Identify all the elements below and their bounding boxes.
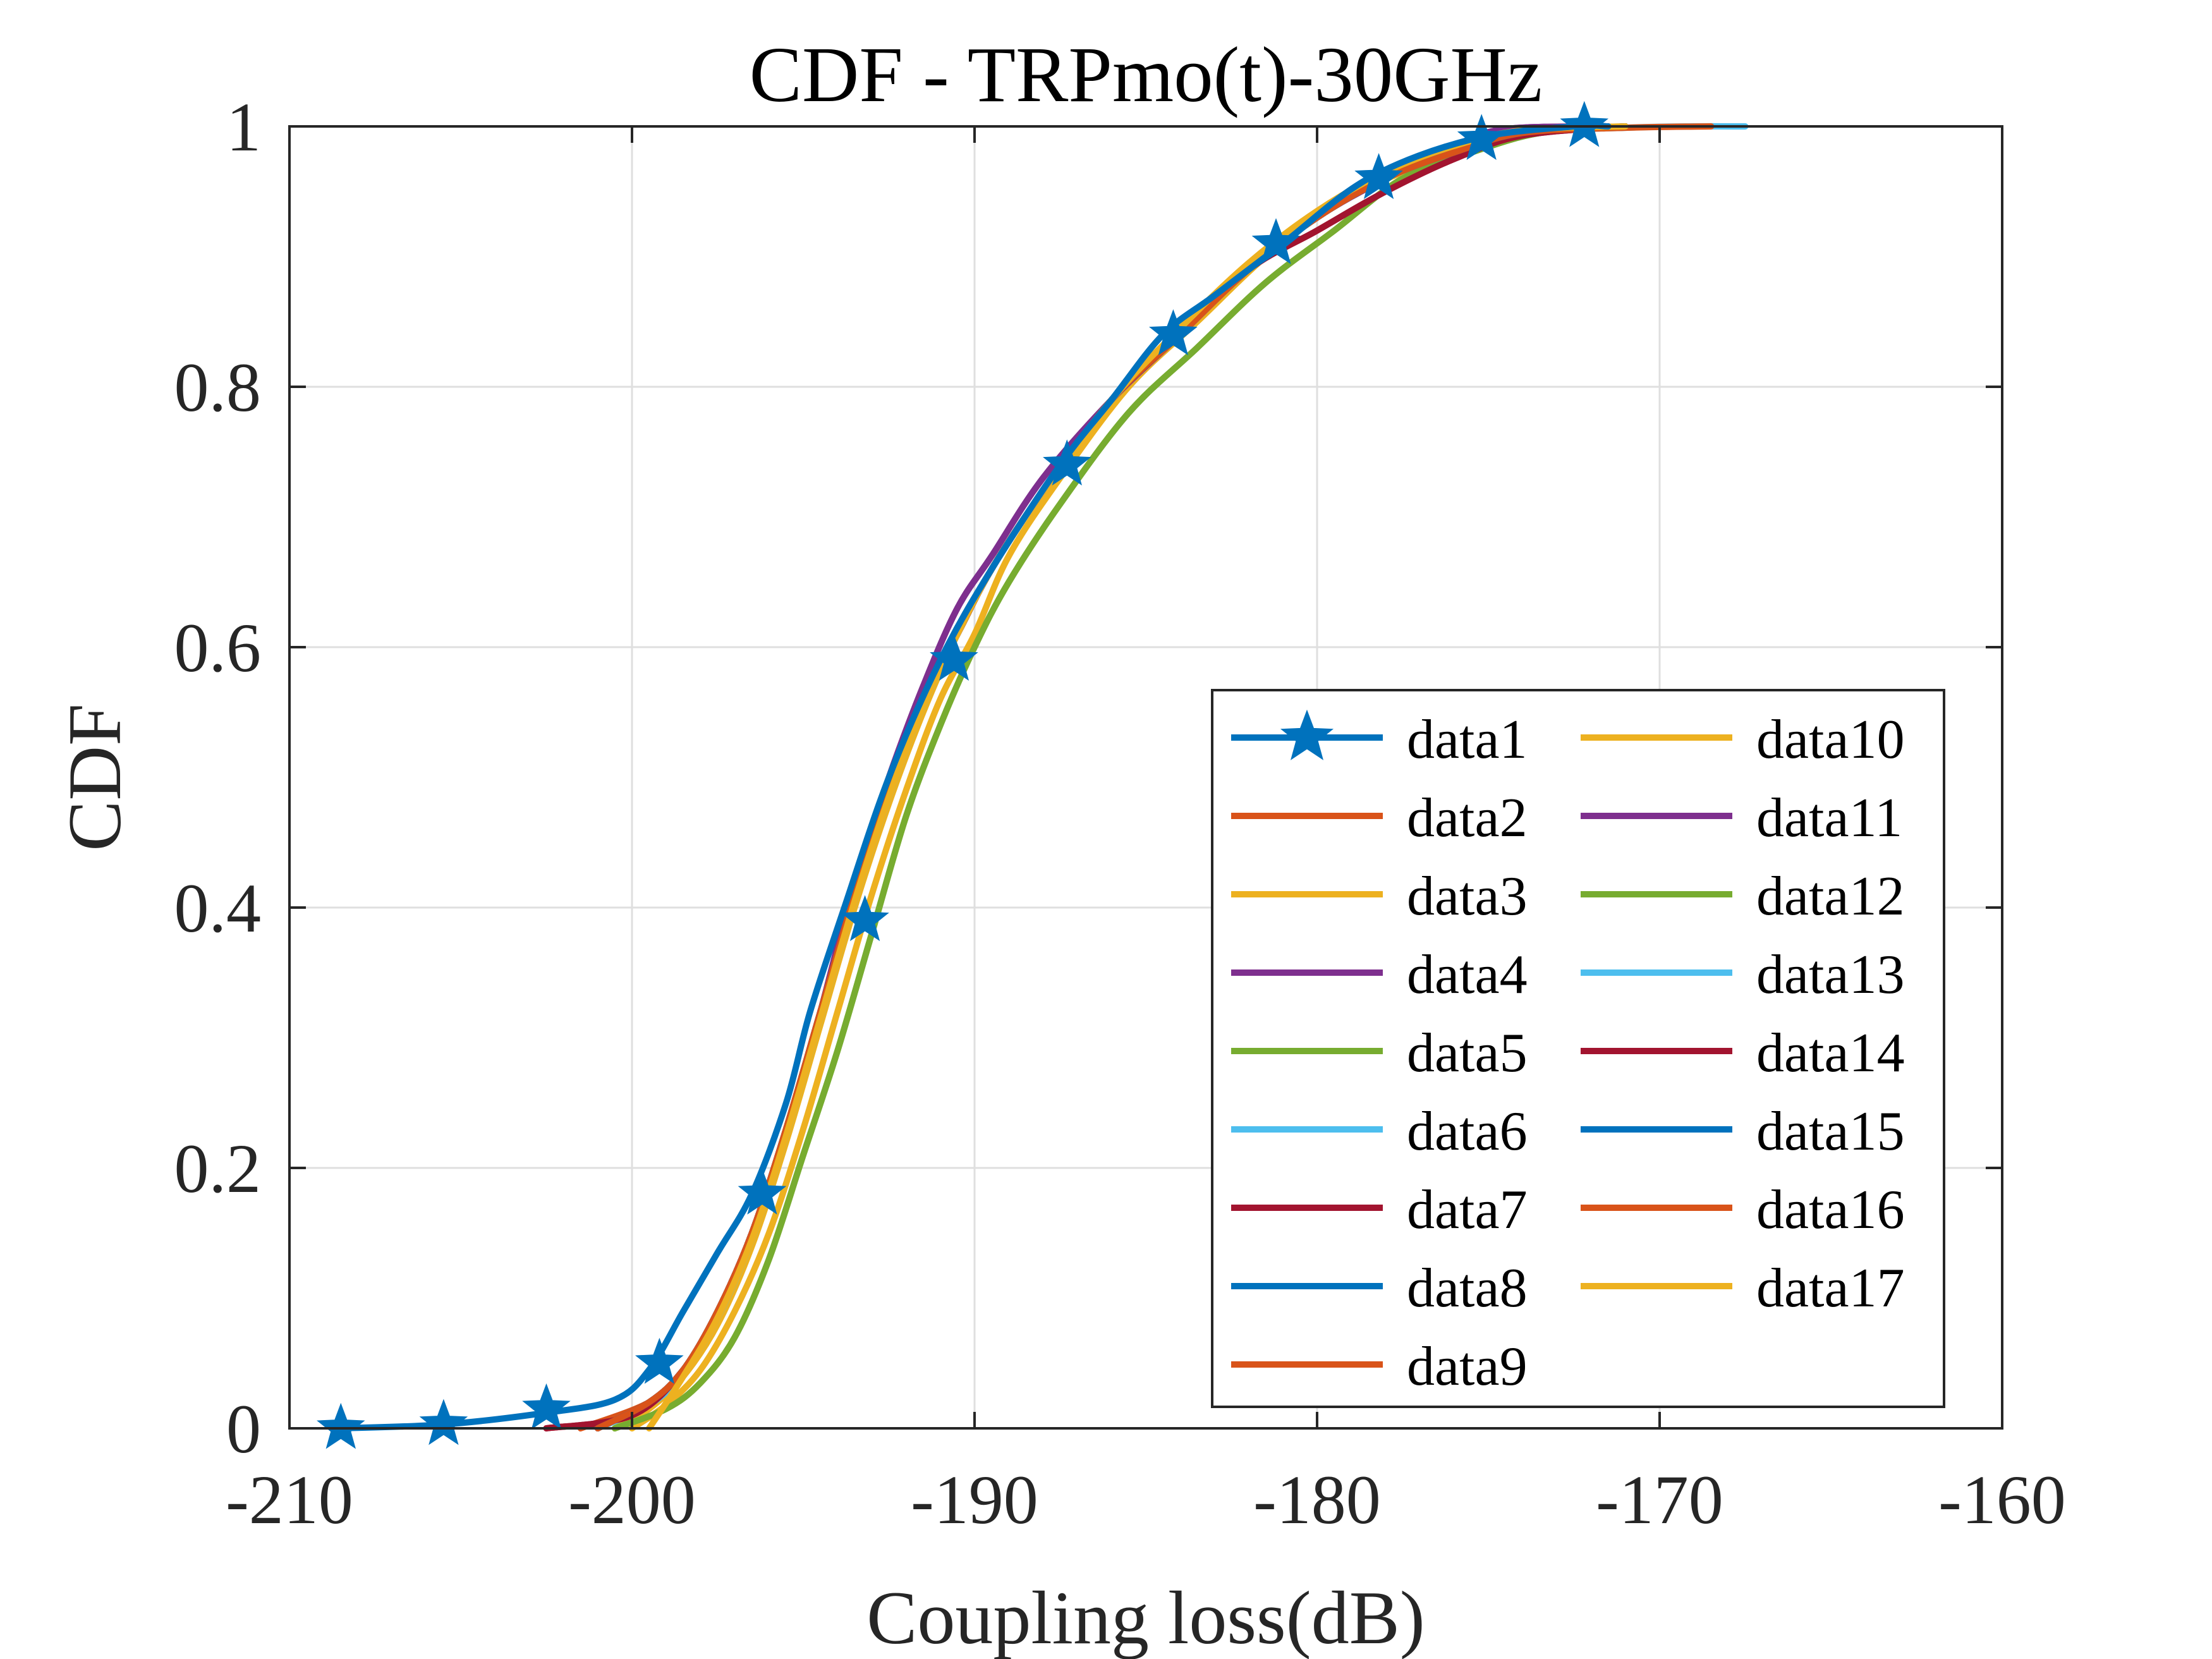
data-point-data1 [1457, 114, 1506, 161]
x-tick-label: -160 [1938, 1461, 2066, 1538]
legend: data1 data2 data3 data4 data5 data6 data7 data8… [1211, 689, 1945, 1408]
legend-label-data9: data9 [1407, 1336, 1528, 1397]
y-tick-label: 0.8 [174, 349, 262, 426]
data-point-data1 [1251, 218, 1301, 264]
legend-label-data14: data14 [1756, 1023, 1905, 1084]
legend-label-data7: data7 [1407, 1179, 1528, 1241]
legend-label-data11: data11 [1756, 787, 1902, 849]
legend-label-data8: data8 [1407, 1258, 1528, 1319]
legend-label-data15: data15 [1756, 1101, 1905, 1162]
legend-label-data5: data5 [1407, 1023, 1528, 1084]
y-axis-title: CDF [52, 703, 137, 851]
data-point-data1 [419, 1399, 468, 1445]
y-tick-label: 0 [226, 1390, 261, 1468]
legend-label-data10: data10 [1756, 709, 1905, 770]
data-point-data1 [522, 1383, 571, 1430]
legend-label-data1: data1 [1407, 709, 1528, 770]
y-tick-label: 1 [226, 88, 261, 166]
x-tick-label: -180 [1253, 1461, 1381, 1538]
legend-label-data3: data3 [1407, 866, 1528, 927]
x-tick-label: -170 [1596, 1461, 1723, 1538]
data-point-data1 [1149, 309, 1198, 356]
data-point-data1 [841, 895, 889, 942]
y-tick-label: 0.6 [174, 609, 262, 686]
data-point-data1 [317, 1402, 365, 1449]
legend-label-data13: data13 [1756, 944, 1905, 1006]
legend-label-data4: data4 [1407, 944, 1528, 1006]
chart-title: CDF - TRPmo(t)-30GHz [750, 32, 1543, 119]
data-point-data1 [1560, 100, 1609, 147]
data-point-data1 [1354, 153, 1403, 199]
legend-label-data12: data12 [1756, 866, 1905, 927]
data-point-data1 [930, 635, 978, 681]
data-point-data1 [635, 1337, 684, 1384]
legend-label-data6: data6 [1407, 1101, 1528, 1162]
x-tick-label: -200 [568, 1461, 696, 1538]
legend-label-data2: data2 [1407, 787, 1528, 849]
legend-label-data17: data17 [1756, 1258, 1905, 1319]
x-axis-title: Coupling loss(dB) [866, 1576, 1425, 1659]
y-tick-label: 0.2 [174, 1130, 262, 1207]
series-group [317, 100, 1749, 1449]
x-tick-label: -190 [911, 1461, 1038, 1538]
axis-ticks: -210 -200 -190 -180 -170 -160 0 0.2 0.4 0.6 0.8 1 [174, 88, 2066, 1538]
data-point-data1 [1043, 439, 1091, 486]
plot-box [288, 125, 2003, 1430]
legend-marker-data1 [1280, 709, 1334, 760]
data-point-data1 [738, 1168, 787, 1215]
y-tick-label: 0.4 [174, 870, 262, 947]
x-tick-label: -210 [226, 1461, 353, 1538]
legend-label-data16: data16 [1756, 1179, 1905, 1241]
